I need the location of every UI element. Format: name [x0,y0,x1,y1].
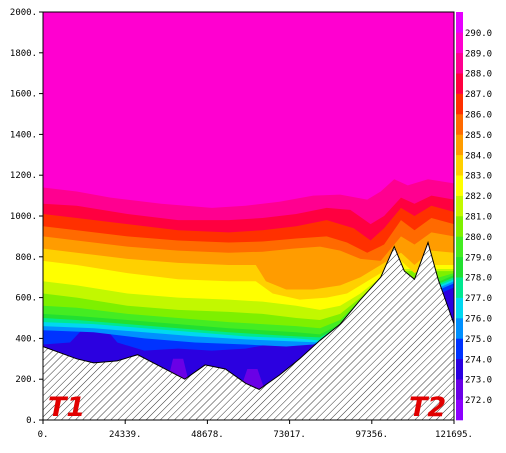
colorbar-label: 272.0 [465,396,492,406]
y-tick-label: 200. [15,375,37,385]
colorbar-label: 289.0 [465,49,492,59]
colorbar-swatch [456,358,463,380]
colorbar-label: 277.0 [465,294,492,304]
colorbar-label: 285.0 [465,131,492,141]
y-tick-label: 0. [26,416,37,426]
colorbar-label: 290.0 [465,29,492,39]
y-tick-label: 1800. [10,49,37,59]
colorbar-swatch [456,195,463,217]
colorbar-label: 280.0 [465,233,492,243]
y-tick-label: 400. [15,334,37,344]
y-tick-label: 800. [15,253,37,263]
colorbar-swatch [456,52,463,74]
colorbar-label: 281.0 [465,213,492,223]
x-tick-label: 48678. [191,430,224,440]
colorbar-swatch [456,134,463,156]
end-label-t2: T2 [409,392,446,423]
y-tick-label: 1400. [10,130,37,140]
y-tick-label: 1000. [10,212,37,222]
colorbar-label: 284.0 [465,151,492,161]
colorbar-label: 282.0 [465,192,492,202]
colorbar-swatch [456,93,463,115]
colorbar: 272.0 273.0 274.0 275.0 276.0 277.0 278.0 279.0… [456,12,492,421]
y-tick-label: 2000. [10,8,37,18]
colorbar-swatch [456,379,463,400]
contour-fills [43,12,454,420]
terrain-mask [43,240,454,420]
colorbar-label: 288.0 [465,70,492,80]
terrain [43,240,454,420]
x-tick-label: 73017. [273,430,306,440]
y-tick-label: 600. [15,294,37,304]
colorbar-swatch [456,256,463,278]
colorbar-label: 276.0 [465,315,492,325]
y-tick-label: 1200. [10,171,37,181]
colorbar-swatch [456,277,463,298]
y-axis: 0. 200. 400. 600. 800. 1000. 1200. 1400. 1600. 18… [10,8,43,426]
colorbar-swatch [456,73,463,94]
colorbar-swatch [456,154,463,176]
band-289 [43,12,454,208]
colorbar-swatch [456,114,463,135]
colorbar-swatch [456,338,463,360]
colorbar-swatch [456,236,463,258]
colorbar-label: 286.0 [465,111,492,121]
colorbar-label: 278.0 [465,274,492,284]
colorbar-label: 273.0 [465,376,492,386]
x-tick-label: 0. [38,430,49,440]
colorbar-swatch [456,399,463,421]
end-label-t1: T1 [48,392,85,423]
colorbar-label: 283.0 [465,172,492,182]
colorbar-swatch [456,175,463,196]
colorbar-label: 275.0 [465,335,492,345]
x-tick-label: 24339. [109,430,142,440]
colorbar-swatch [456,297,463,319]
colorbar-label: 287.0 [465,90,492,100]
colorbar-swatch [456,12,463,33]
colorbar-label: 274.0 [465,355,492,365]
colorbar-swatch [456,32,463,54]
x-axis: 0. 24339. 48678. 73017. 97356. 121695. [38,420,473,440]
colorbar-swatch [456,216,463,237]
colorbar-label: 279.0 [465,253,492,263]
x-tick-label: 121695. [435,430,473,440]
colorbar-swatch [456,318,463,339]
y-tick-label: 1600. [10,90,37,100]
x-tick-label: 97356. [356,430,389,440]
